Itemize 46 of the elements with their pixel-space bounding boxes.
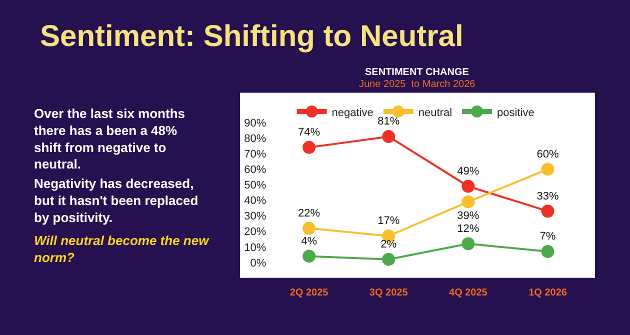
- point: [462, 180, 475, 193]
- y-tick-label: 50%: [244, 180, 266, 192]
- y-tick-label: 20%: [244, 226, 266, 238]
- x-tick-label: 3Q 2025: [369, 287, 408, 298]
- point: [541, 245, 554, 258]
- point: [541, 204, 554, 218]
- data-label: 7%: [540, 230, 556, 243]
- data-label: 60%: [536, 148, 559, 160]
- data-label: 2%: [380, 238, 397, 250]
- x-tick-label: 2Q 2025: [290, 287, 329, 298]
- data-label: 49%: [457, 165, 480, 178]
- y-tick-label: 90%: [244, 117, 266, 130]
- point: [382, 252, 396, 266]
- data-label: 17%: [378, 215, 400, 228]
- legend-label: neutral: [418, 106, 452, 119]
- data-label: 33%: [536, 190, 559, 202]
- y-tick-label: 80%: [244, 132, 266, 145]
- point: [541, 162, 554, 176]
- point: [462, 237, 475, 250]
- data-label: 81%: [378, 116, 400, 128]
- x-tick-label: 4Q 2025: [449, 287, 488, 298]
- data-label: 22%: [298, 207, 320, 220]
- y-tick-label: 40%: [244, 195, 266, 208]
- point: [462, 195, 475, 208]
- y-tick-label: 0%: [250, 257, 266, 270]
- data-label: 39%: [457, 210, 480, 222]
- point: [302, 222, 316, 235]
- point: [302, 250, 316, 263]
- x-tick-label: 1Q 2026: [528, 287, 568, 298]
- chart-title: Sentiment: Shifting to Neutral: [40, 20, 464, 53]
- chart-subtitle: SENTIMENT CHANGE: [365, 67, 470, 78]
- data-label: 4%: [301, 235, 318, 248]
- point: [302, 140, 316, 154]
- text: Over the last six months there has a been a 48% shift from negative to neutral.: [34, 106, 185, 172]
- data-label: 74%: [298, 126, 320, 139]
- data-label: 12%: [457, 222, 480, 235]
- text: Will neutral become the new norm?: [34, 233, 210, 265]
- y-tick-label: 10%: [244, 242, 266, 254]
- y-tick-label: 30%: [244, 210, 266, 223]
- legend-label: negative: [332, 106, 374, 119]
- legend-label: positive: [497, 106, 534, 119]
- y-tick-label: 70%: [244, 148, 266, 160]
- y-tick-label: 60%: [244, 164, 266, 176]
- text: Negativity has decreased, but it hasn't been replaced by positivity.: [34, 176, 198, 225]
- text: June 2025 to March 2026: [359, 79, 476, 90]
- point: [382, 130, 396, 144]
